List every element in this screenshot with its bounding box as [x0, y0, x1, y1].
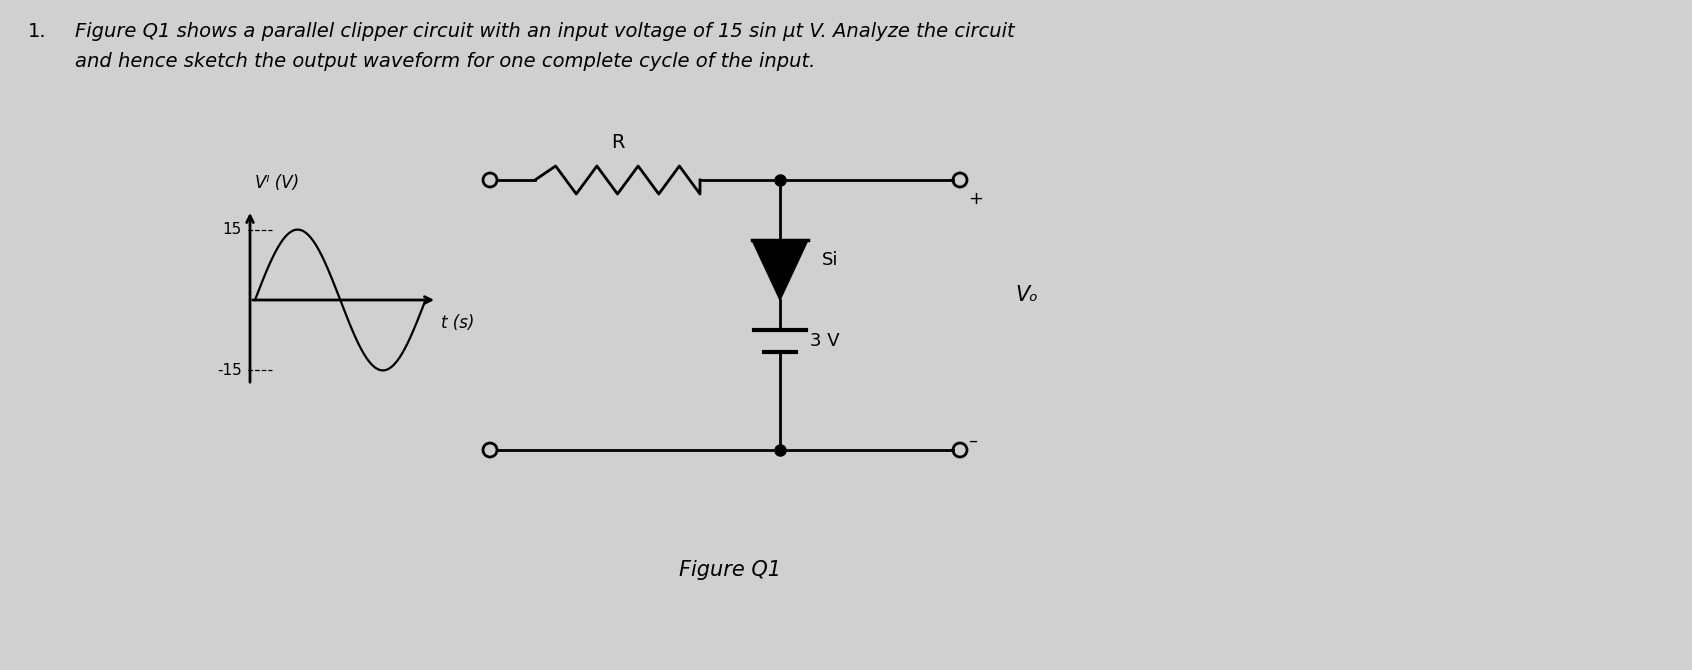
Text: 1.: 1. — [29, 22, 47, 41]
Text: 3 V: 3 V — [810, 332, 839, 350]
Text: Vₒ: Vₒ — [1015, 285, 1037, 305]
Text: Figure Q1 shows a parallel clipper circuit with an input voltage of 15 sin μt V.: Figure Q1 shows a parallel clipper circu… — [74, 22, 1015, 41]
Text: Figure Q1: Figure Q1 — [678, 560, 782, 580]
Polygon shape — [751, 240, 809, 300]
Text: 15: 15 — [223, 222, 242, 237]
Text: Si: Si — [822, 251, 839, 269]
Text: +: + — [968, 190, 983, 208]
Text: and hence sketch the output waveform for one complete cycle of the input.: and hence sketch the output waveform for… — [74, 52, 816, 71]
Text: –: – — [968, 432, 976, 450]
Text: Vᴵ (V): Vᴵ (V) — [255, 174, 299, 192]
Text: R: R — [611, 133, 624, 152]
Text: -15: -15 — [217, 363, 242, 378]
Text: t (s): t (s) — [442, 314, 475, 332]
